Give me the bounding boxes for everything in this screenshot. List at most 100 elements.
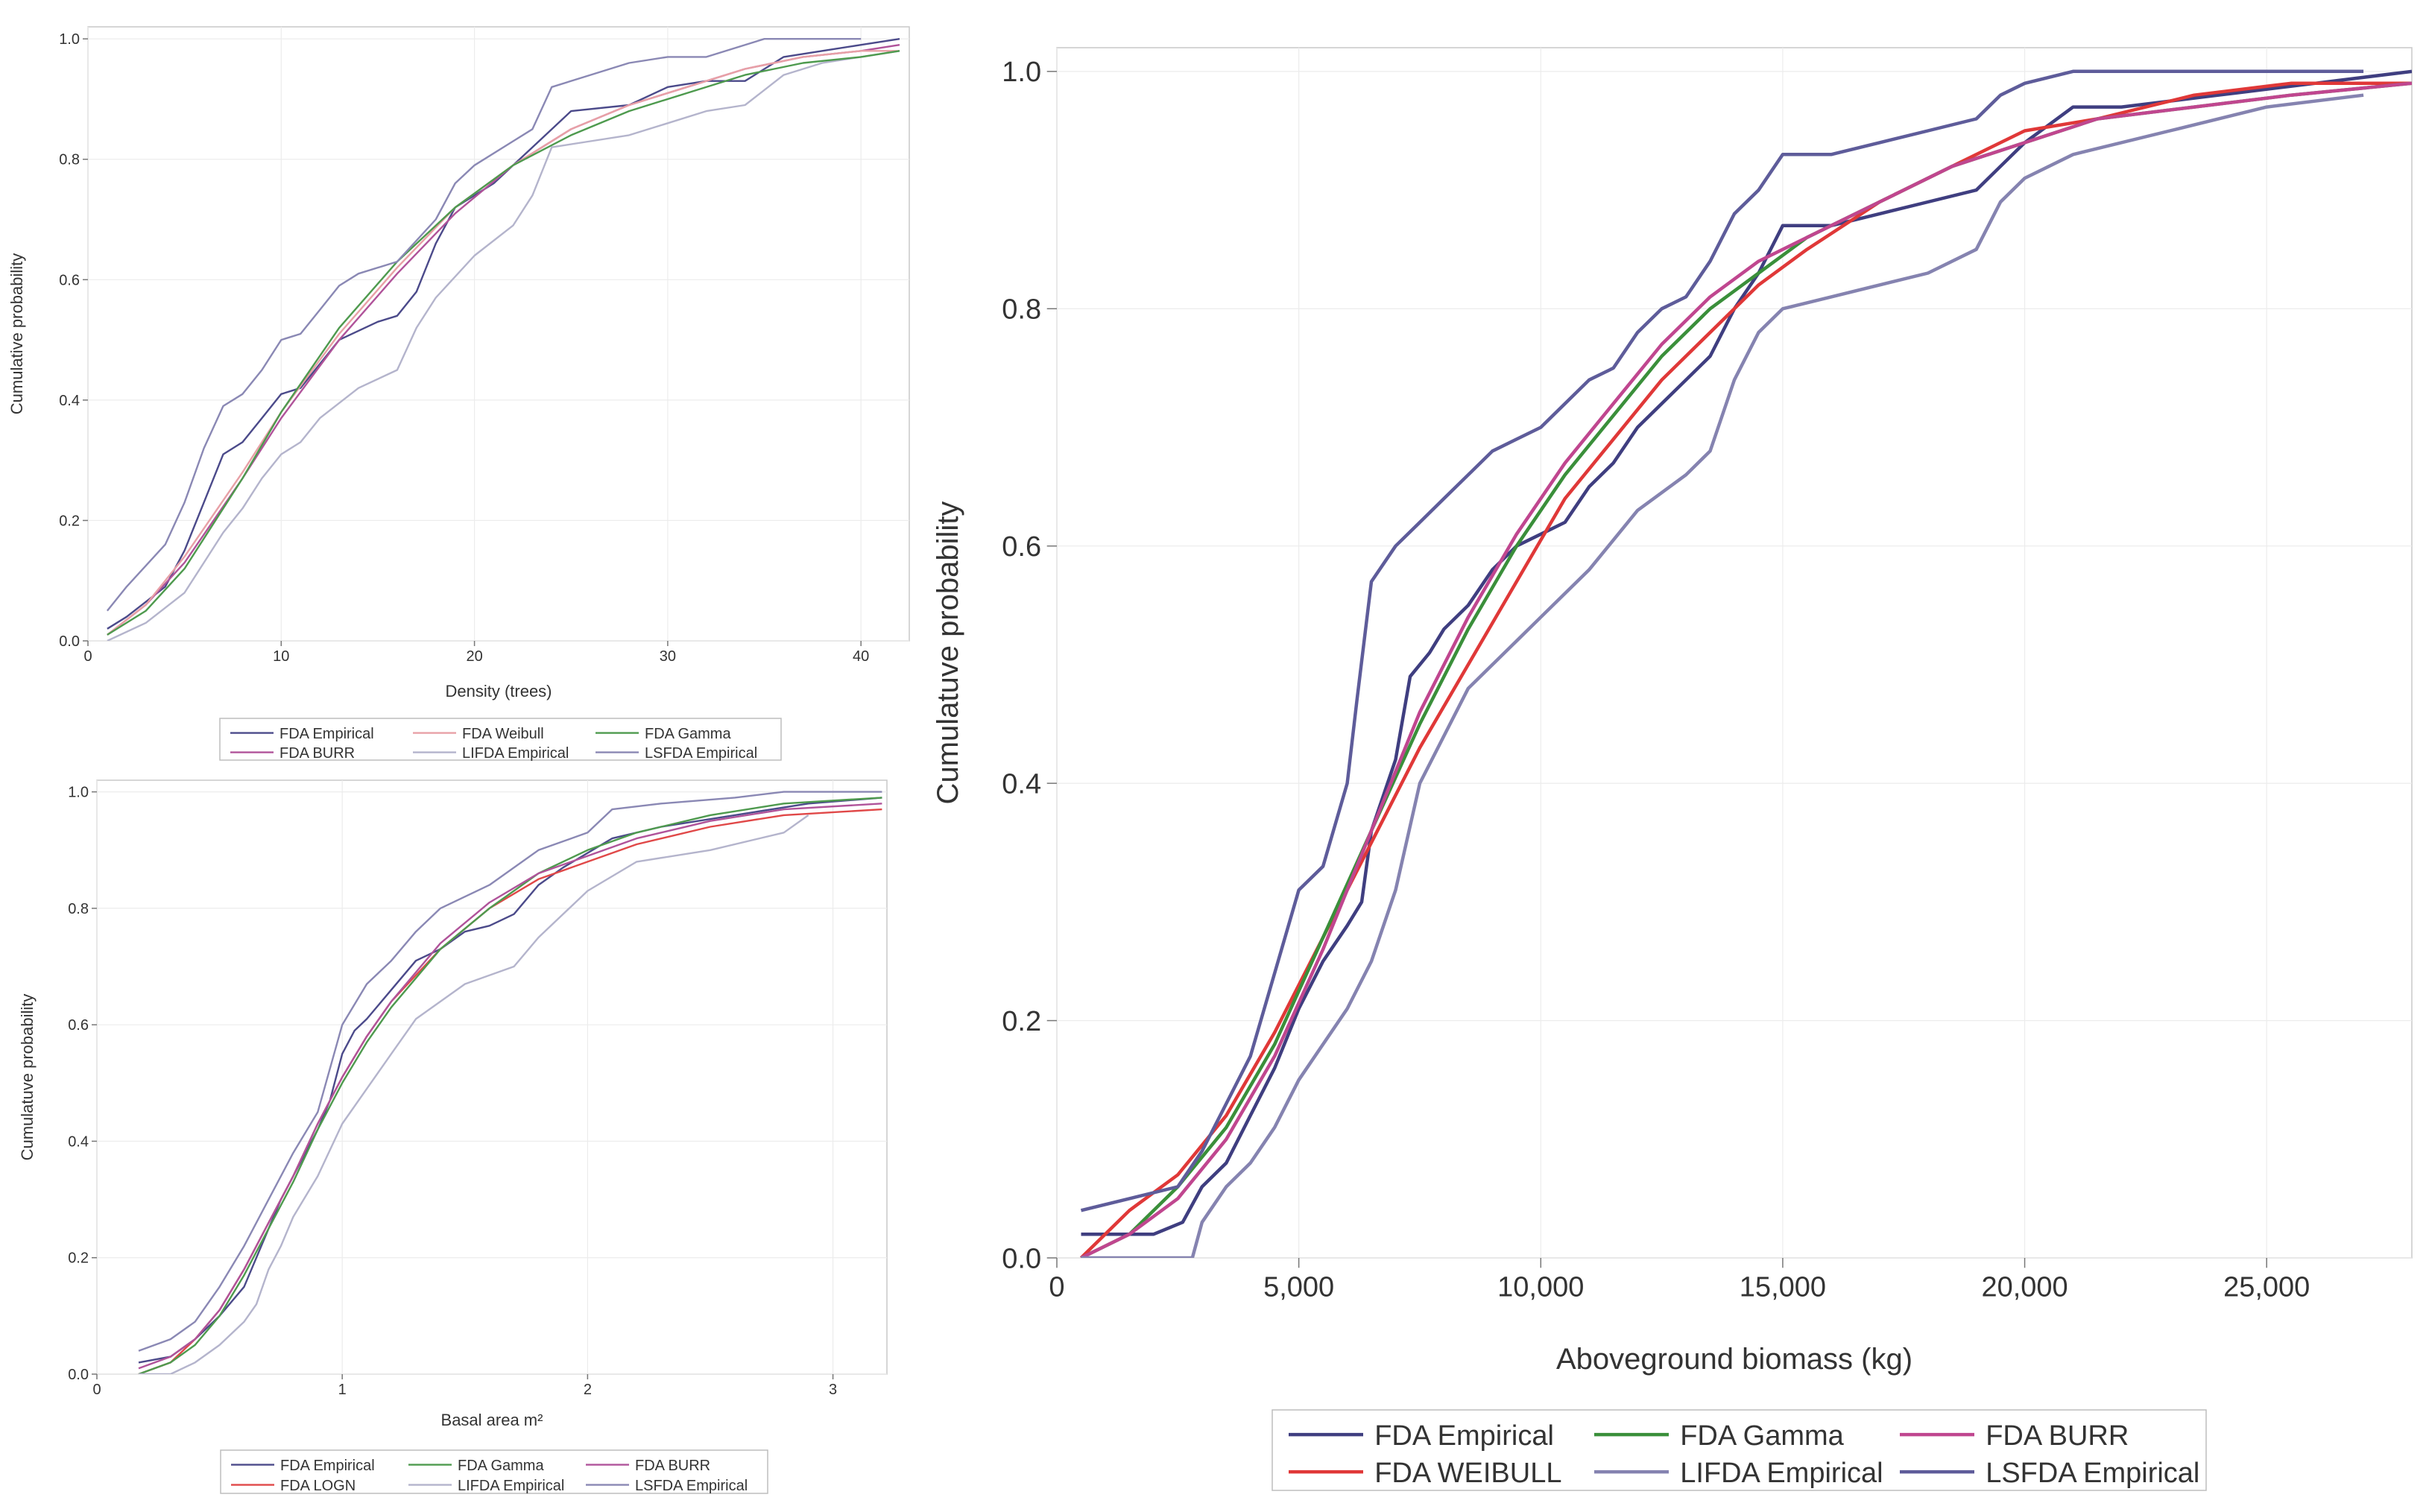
x-tick-label: 2 [584, 1382, 592, 1398]
y-tick-label: 0.4 [1002, 768, 1041, 800]
y-tick-label: 0.2 [59, 513, 80, 529]
series-line-lsfda-empirical [138, 791, 882, 1352]
x-tick-label: 0 [1049, 1271, 1064, 1303]
plot-frame [96, 779, 888, 1375]
x-axis-label: Basal area m² [441, 1411, 543, 1429]
series-line-lsfda-empirical [1080, 69, 2364, 1212]
legend-label: FDA Empirical [280, 1458, 375, 1474]
legend-label: FDA Empirical [1374, 1420, 1554, 1452]
legend-item: FDA BURR [586, 1458, 710, 1474]
series-group [106, 38, 900, 641]
x-tick-label: 3 [829, 1382, 837, 1398]
series-line-fda-weibull [1079, 81, 2412, 1258]
x-axis-label: Density (trees) [445, 682, 552, 700]
plot-frame [1056, 47, 2413, 1259]
chart-basal: 0 1 2 3 0.0 0.2 0.4 0.6 0.8 1.0 Basal area m² Cumul… [18, 779, 888, 1494]
y-tick-label: 0.4 [59, 393, 80, 409]
series-line-fda-burr [138, 803, 882, 1370]
x-tick-label: 40 [853, 648, 869, 665]
y-tick-label: 1.0 [68, 785, 89, 801]
series-group [1079, 69, 2412, 1258]
legend-label: FDA Weibull [462, 726, 544, 742]
y-tick-label: 1.0 [59, 31, 80, 48]
x-tick-label: 1 [338, 1382, 347, 1398]
legend-label: FDA Gamma [458, 1458, 544, 1474]
legend-label: LSFDA Empirical [635, 1478, 748, 1494]
legend-label: LSFDA Empirical [645, 745, 757, 762]
legend-box [1272, 1409, 2207, 1491]
plot-frame [87, 26, 910, 642]
legend-item: FDA Empirical [231, 1458, 375, 1474]
y-tick-label: 0.2 [1002, 1006, 1041, 1037]
x-tick-label: 15,000 [1740, 1271, 1826, 1303]
y-tick-label: 0.6 [1002, 531, 1041, 563]
x-tick-label: 0 [92, 1382, 101, 1398]
y-axis-label: Cumulatuve probability [932, 502, 964, 805]
y-tick-label: 0.4 [68, 1133, 89, 1150]
legend-item: FDA WEIBULL [1289, 1458, 1561, 1489]
series-line-fda-burr [1080, 81, 2412, 1258]
legend-item: LSFDA Empirical [586, 1478, 748, 1494]
series-line-fda-empirical [1081, 69, 2412, 1236]
x-tick-label: 30 [660, 648, 676, 665]
y-tick-label: 0.8 [1002, 294, 1041, 326]
legend-item: FDA BURR [1900, 1420, 2129, 1452]
legend-label: FDA WEIBULL [1374, 1458, 1561, 1489]
legend-item: LIFDA Empirical [408, 1478, 564, 1494]
series-line-fda-gamma [107, 50, 900, 636]
legend-label: LIFDA Empirical [458, 1478, 564, 1494]
legend-item: LIFDA Empirical [413, 745, 569, 762]
legend-item: LSFDA Empirical [1900, 1458, 2199, 1489]
y-tick-label: 0.6 [59, 272, 80, 288]
y-tick-label: 0.8 [68, 901, 89, 917]
legend: FDA Empirical FDA Gamma FDA BURR FDA WEIBUL… [1272, 1409, 2207, 1491]
legend-item: FDA Gamma [596, 726, 731, 742]
y-tick-label: 0.0 [1002, 1243, 1041, 1274]
legend-box [219, 718, 782, 761]
legend-label: FDA BURR [279, 745, 355, 762]
x-tick-label: 10,000 [1497, 1271, 1584, 1303]
x-tick-label: 10 [273, 648, 289, 665]
x-tick-label: 0 [83, 648, 92, 665]
legend-item: FDA Empirical [230, 726, 374, 742]
x-axis-label: Aboveground biomass (kg) [1556, 1343, 1912, 1376]
y-tick-label: 0.6 [68, 1017, 89, 1034]
legend-item: LSFDA Empirical [596, 745, 757, 762]
y-tick-label: 0.2 [68, 1250, 89, 1267]
y-axis-label: Cumulative probability [7, 253, 26, 414]
x-tick-label: 5,000 [1263, 1271, 1334, 1303]
legend-box [220, 1449, 768, 1494]
legend-item: FDA BURR [230, 745, 355, 762]
legend-label: FDA Gamma [645, 726, 731, 742]
chart-density: 0 10 20 30 40 0.0 0.2 0.4 0.6 0.8 1.0 Density (tree… [7, 26, 910, 762]
legend-label: FDA BURR [635, 1458, 710, 1474]
legend-label: FDA LOGN [280, 1478, 356, 1494]
legend-label: FDA Gamma [1680, 1420, 1844, 1452]
y-axis-label: Cumulatuve probability [18, 994, 37, 1161]
legend-label: LIFDA Empirical [1680, 1458, 1883, 1489]
series-line-fda-gamma [138, 797, 882, 1374]
legend-label: FDA BURR [1986, 1420, 2129, 1452]
x-tick-label: 20,000 [1981, 1271, 2068, 1303]
series-group [138, 791, 882, 1374]
legend: FDA Empirical FDA Gamma FDA BURR FDA LOGN LI… [220, 1449, 768, 1494]
series-line-fda-empirical [138, 797, 882, 1364]
series-line-lsfda-empirical [106, 38, 862, 612]
legend-item: FDA LOGN [231, 1478, 356, 1494]
legend-item: LIFDA Empirical [1594, 1458, 1883, 1489]
series-line-lifda-empirical [107, 50, 900, 641]
chart-biomass: 0 5,000 10,000 15,000 20,000 25,000 0.0 0.2 0.4 0… [932, 47, 2413, 1491]
y-tick-label: 0.0 [59, 633, 80, 650]
y-tick-label: 1.0 [1002, 57, 1041, 88]
legend-item: FDA Gamma [408, 1458, 544, 1474]
legend-item: FDA Empirical [1289, 1420, 1554, 1452]
y-tick-label: 0.8 [59, 152, 80, 168]
legend-label: LIFDA Empirical [462, 745, 569, 762]
legend: FDA Empirical FDA Weibull FDA Gamma FDA BUR… [219, 718, 782, 762]
legend-label: FDA Empirical [279, 726, 374, 742]
series-line-lifda-empirical [139, 814, 809, 1374]
series-line-lifda-empirical [1081, 93, 2364, 1258]
legend-item: FDA Weibull [413, 726, 544, 742]
y-tick-label: 0.0 [68, 1367, 89, 1383]
x-tick-label: 20 [466, 648, 482, 665]
